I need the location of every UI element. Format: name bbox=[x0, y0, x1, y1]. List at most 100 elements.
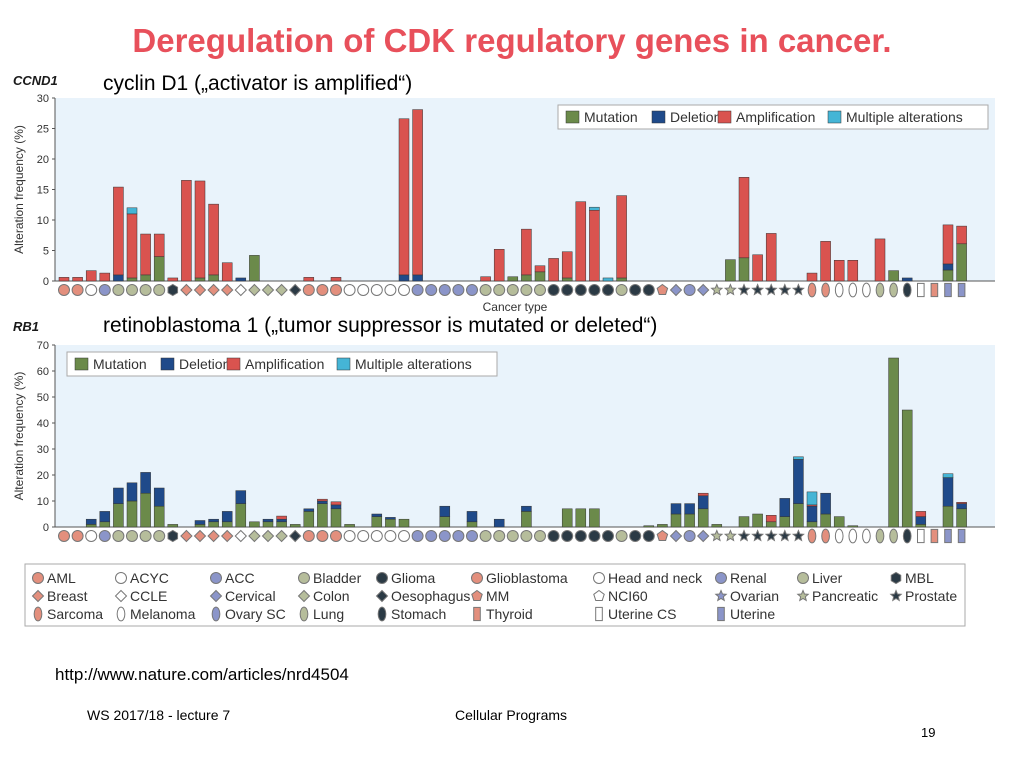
cancer-legend-label: Colon bbox=[313, 588, 350, 604]
bar-mutation bbox=[276, 521, 287, 528]
cancer-marker bbox=[889, 528, 898, 544]
cancer-legend-marker bbox=[375, 589, 389, 603]
cancer-marker bbox=[751, 283, 765, 296]
cancer-marker bbox=[220, 529, 234, 543]
legend-label: Amplification bbox=[736, 109, 815, 125]
cancer-marker bbox=[370, 530, 383, 542]
bar-amplification bbox=[765, 233, 777, 282]
bar-deletion bbox=[208, 518, 219, 523]
bar-mutation bbox=[833, 516, 845, 528]
bar-mutation bbox=[249, 255, 260, 282]
cancer-marker bbox=[261, 529, 275, 543]
bar-amplification bbox=[126, 213, 138, 279]
bar-deletion bbox=[317, 500, 328, 504]
cancer-legend-marker bbox=[209, 589, 223, 603]
bar-deletion bbox=[235, 277, 247, 282]
bar-mutation bbox=[126, 277, 138, 282]
cancer-legend-label: CCLE bbox=[130, 588, 167, 604]
bar-amplification bbox=[208, 203, 219, 276]
cancer-marker bbox=[98, 530, 111, 542]
bar-mutation bbox=[208, 521, 219, 528]
bar-amplification bbox=[534, 265, 546, 273]
bar-amplification bbox=[99, 272, 111, 282]
bar-deletion bbox=[942, 477, 954, 507]
cancer-marker bbox=[917, 282, 925, 298]
cancer-legend-marker bbox=[298, 572, 310, 584]
cancer-marker bbox=[153, 530, 166, 542]
cancer-marker bbox=[220, 283, 234, 297]
cancer-marker bbox=[710, 283, 724, 296]
cancer-marker bbox=[479, 284, 492, 296]
cancer-legend-label: Ovary SC bbox=[225, 606, 286, 622]
bar-mutation bbox=[725, 259, 736, 282]
cancer-marker bbox=[602, 284, 614, 296]
bar-amplification bbox=[317, 498, 328, 502]
cancer-legend-marker bbox=[33, 606, 43, 622]
cancer-marker bbox=[343, 530, 356, 542]
cancer-marker bbox=[547, 284, 560, 296]
cancer-marker bbox=[438, 530, 451, 542]
bar-mutation bbox=[942, 269, 954, 282]
cancer-marker bbox=[821, 528, 830, 544]
cancer-marker bbox=[588, 530, 601, 542]
bar-mutation bbox=[126, 500, 138, 528]
bar-amplification bbox=[697, 492, 709, 497]
cancer-legend-marker bbox=[593, 589, 605, 601]
bar-deletion bbox=[140, 472, 151, 494]
cancer-legend-marker bbox=[890, 571, 902, 585]
legend-label: Mutation bbox=[584, 109, 638, 125]
bar-deletion bbox=[262, 518, 274, 523]
cancer-marker bbox=[112, 530, 125, 542]
bar-amplification bbox=[153, 233, 165, 257]
source-url[interactable]: http://www.nature.com/articles/nrd4504 bbox=[55, 665, 349, 684]
cancer-legend-marker bbox=[717, 606, 725, 622]
bar-multiple-alterations bbox=[589, 206, 600, 211]
cancer-marker bbox=[889, 282, 898, 298]
bar-mutation bbox=[888, 357, 899, 528]
bar-deletion bbox=[235, 490, 247, 504]
cancer-marker bbox=[58, 284, 70, 296]
page-number: 19 bbox=[921, 725, 936, 740]
bar-amplification bbox=[752, 254, 763, 282]
bar-mutation bbox=[820, 513, 831, 528]
cancer-marker bbox=[683, 530, 696, 542]
y-tick-label: 20 bbox=[37, 154, 49, 166]
cancer-legend-label: NCI60 bbox=[608, 588, 648, 604]
cancer-marker bbox=[126, 284, 138, 296]
bar-amplification bbox=[847, 260, 859, 282]
bar-mutation bbox=[398, 518, 410, 528]
bar-mutation bbox=[643, 525, 655, 528]
bar-mutation bbox=[793, 503, 804, 528]
bar-multiple-alterations bbox=[126, 207, 138, 215]
cancer-marker bbox=[574, 530, 587, 542]
cancer-marker bbox=[561, 530, 574, 542]
bar-deletion bbox=[956, 503, 967, 510]
bar-mutation bbox=[684, 513, 695, 528]
cancer-legend-label: Thyroid bbox=[486, 606, 533, 622]
cancer-legend-label: Uterine CS bbox=[608, 606, 676, 622]
bar-deletion bbox=[806, 505, 818, 523]
y-tick-label: 25 bbox=[37, 124, 49, 136]
cancer-legend-marker bbox=[471, 589, 483, 601]
legend-swatch bbox=[565, 110, 580, 124]
cancer-marker bbox=[302, 530, 315, 542]
cancer-marker bbox=[493, 530, 506, 542]
bar-mutation bbox=[847, 525, 859, 528]
y-tick-label: 20 bbox=[37, 470, 49, 482]
legend-label: Multiple alterations bbox=[846, 109, 963, 125]
bar-mutation bbox=[738, 516, 750, 528]
subtitle-rb1: retinoblastoma 1 („tumor suppressor is m… bbox=[103, 314, 658, 337]
bar-amplification bbox=[820, 241, 831, 282]
cancer-marker bbox=[547, 530, 560, 542]
cancer-marker bbox=[917, 528, 925, 544]
bar-mutation bbox=[385, 518, 396, 528]
bar-deletion bbox=[942, 263, 954, 271]
bar-deletion bbox=[276, 518, 287, 523]
cancer-legend-label: Ovarian bbox=[730, 588, 779, 604]
cancer-legend-box bbox=[24, 563, 966, 627]
cancer-legend-marker bbox=[299, 606, 309, 622]
legend-swatch bbox=[226, 357, 241, 371]
cancer-marker bbox=[466, 530, 478, 542]
bar-mutation bbox=[888, 270, 899, 282]
bar-mutation bbox=[235, 503, 247, 528]
